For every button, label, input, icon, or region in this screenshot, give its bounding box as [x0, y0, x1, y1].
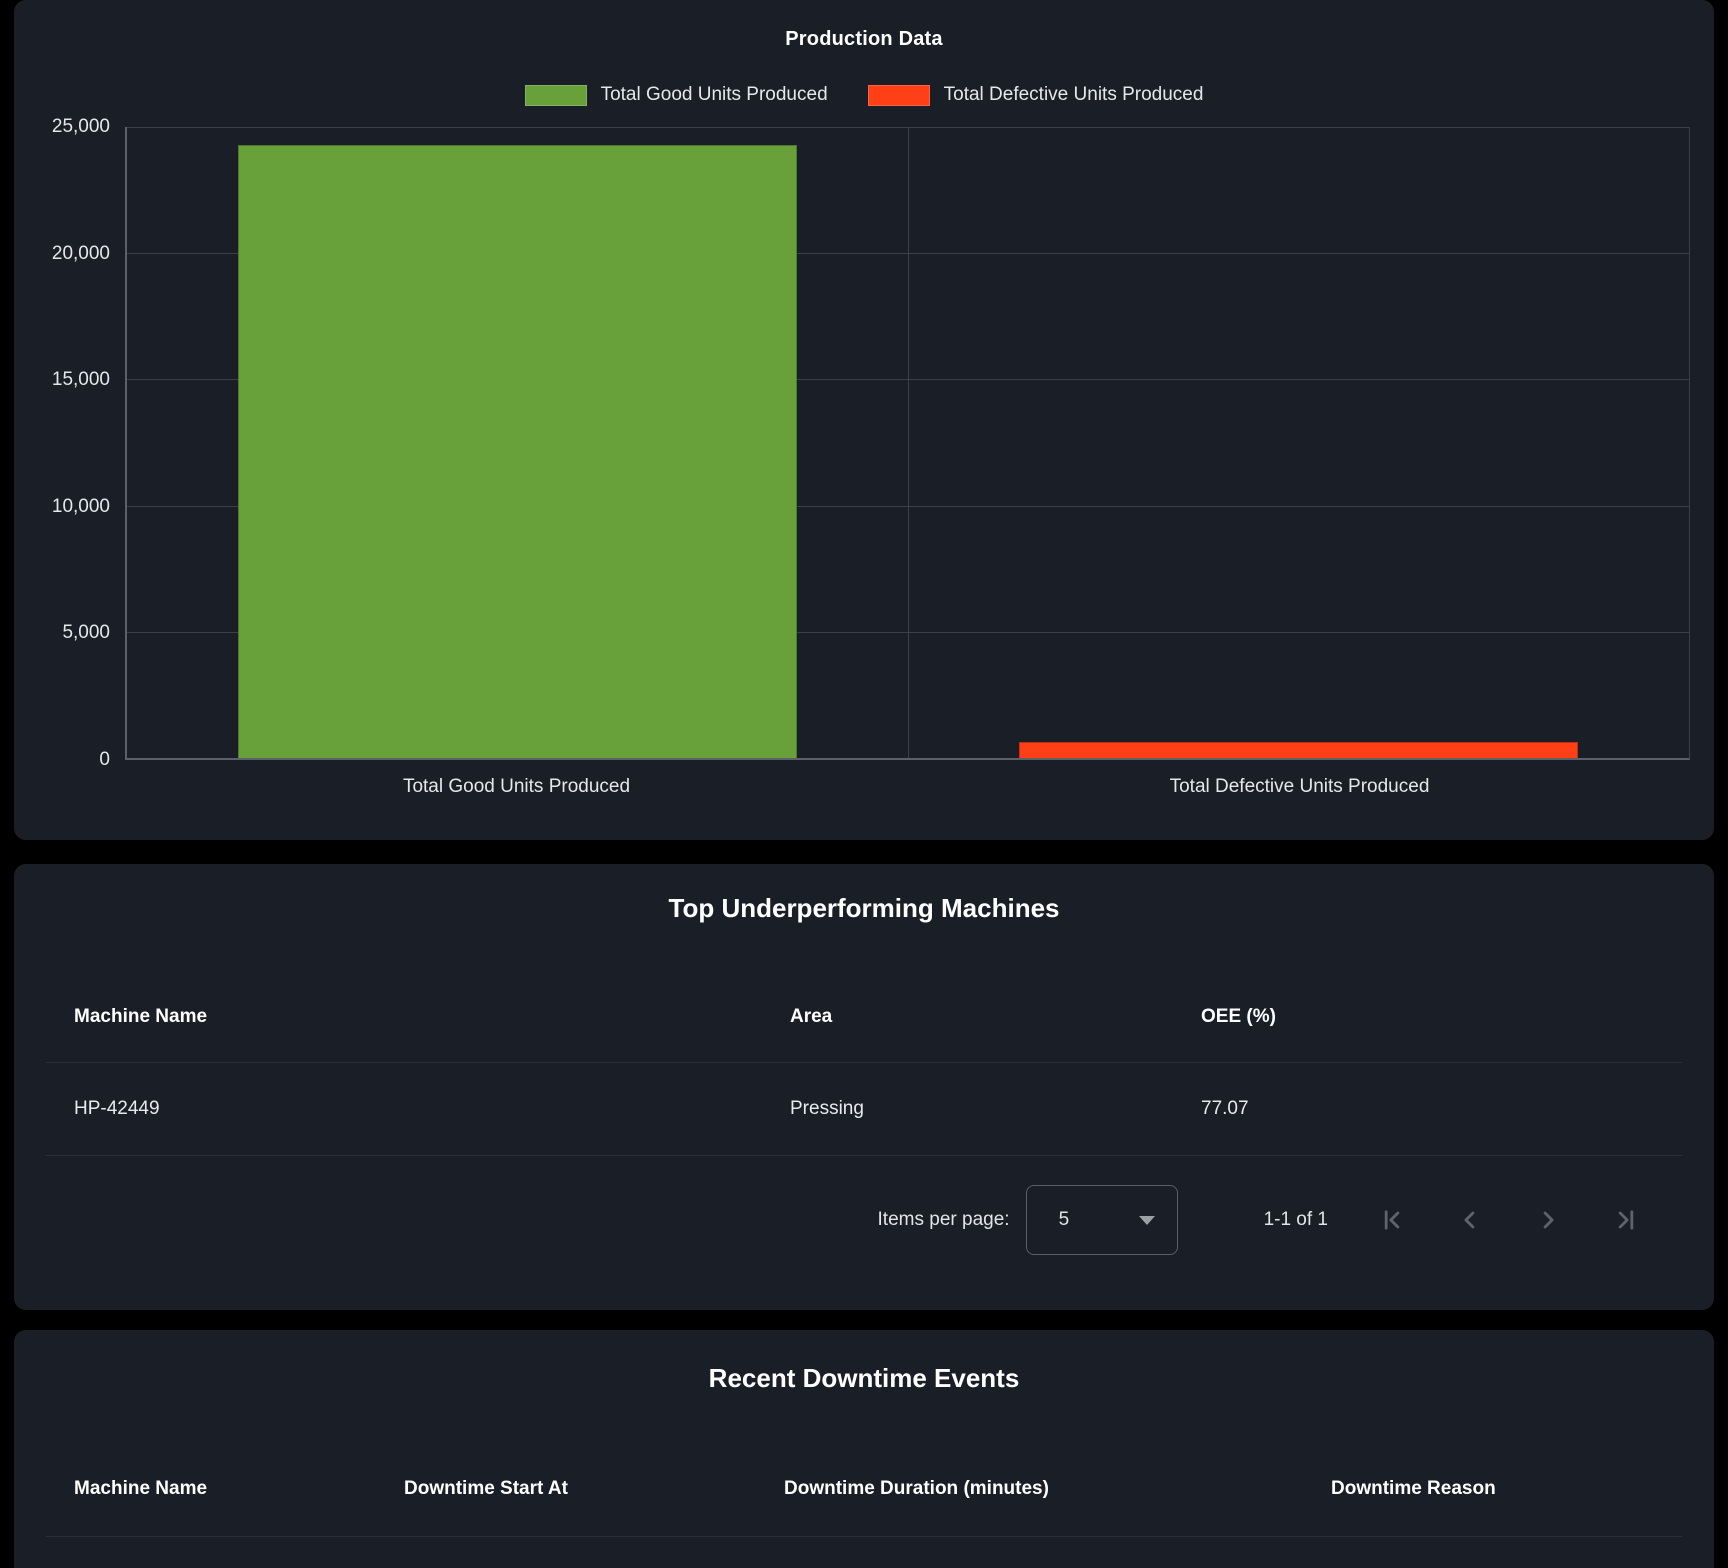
- previous-page-button[interactable]: [1446, 1196, 1494, 1244]
- legend-swatch-defective-units: [867, 84, 930, 106]
- paginator: Items per page: 5 1-1 of 1: [14, 1160, 1714, 1280]
- paginator-range-label: 1-1 of 1: [1263, 1209, 1328, 1230]
- legend-item-defective-units[interactable]: Total Defective Units Produced: [867, 84, 1204, 106]
- legend-item-good-units[interactable]: Total Good Units Produced: [524, 84, 828, 106]
- chart-plot-area: [125, 127, 1690, 760]
- column-header-downtime-reason: Downtime Reason: [1331, 1477, 1496, 1499]
- gridline: [908, 127, 909, 758]
- column-header-oee: OEE (%): [1201, 1005, 1276, 1027]
- chart-legend: Total Good Units Produced Total Defectiv…: [14, 84, 1714, 106]
- dropdown-arrow-icon: [1138, 1215, 1155, 1225]
- underperforming-header-row: Machine Name Area OEE (%): [46, 971, 1682, 1063]
- cell-area: Pressing: [790, 1098, 864, 1119]
- first-page-icon: [1384, 1210, 1400, 1230]
- column-header-area: Area: [790, 1005, 833, 1027]
- x-axis-label-defective-units: Total Defective Units Produced: [1169, 776, 1430, 797]
- legend-swatch-good-units: [524, 84, 587, 106]
- column-header-downtime-start: Downtime Start At: [404, 1477, 568, 1499]
- last-page-button[interactable]: [1602, 1196, 1650, 1244]
- column-header-machine-name: Machine Name: [74, 1005, 208, 1027]
- paginator-nav: [1368, 1196, 1650, 1244]
- legend-label-good-units: Total Good Units Produced: [600, 84, 828, 105]
- y-axis-tick: 0: [99, 749, 110, 770]
- table-row: HP-42449 Pressing 77.07: [46, 1063, 1682, 1156]
- y-axis-tick: 25,000: [51, 116, 110, 137]
- bar-good-units[interactable]: [237, 144, 798, 758]
- next-page-icon: [1543, 1211, 1554, 1229]
- underperforming-machines-card: Top Underperforming Machines Machine Nam…: [14, 864, 1714, 1310]
- underperforming-title: Top Underperforming Machines: [668, 893, 1060, 923]
- downtime-events-card: Recent Downtime Events Machine Name Down…: [14, 1330, 1714, 1568]
- bar-defective-units[interactable]: [1018, 742, 1579, 758]
- last-page-icon: [1618, 1210, 1634, 1230]
- chart-title: Production Data: [785, 28, 943, 50]
- items-per-page-label: Items per page:: [877, 1209, 1010, 1230]
- production-chart-card: Production Data Total Good Units Produce…: [14, 0, 1714, 840]
- y-axis-tick: 15,000: [51, 369, 110, 390]
- page-size-select[interactable]: 5: [1025, 1185, 1178, 1255]
- first-page-button[interactable]: [1368, 1196, 1416, 1244]
- y-axis-tick: 10,000: [51, 496, 110, 517]
- y-axis-tick: 20,000: [51, 243, 110, 264]
- column-header-machine-name: Machine Name: [74, 1477, 208, 1499]
- x-axis-label-good-units: Total Good Units Produced: [402, 776, 631, 797]
- previous-page-icon: [1464, 1211, 1475, 1229]
- legend-label-defective-units: Total Defective Units Produced: [943, 84, 1204, 105]
- downtime-header-row: Machine Name Downtime Start At Downtime …: [46, 1441, 1682, 1537]
- next-page-button[interactable]: [1524, 1196, 1572, 1244]
- downtime-title: Recent Downtime Events: [708, 1363, 1020, 1393]
- y-axis-tick: 5,000: [62, 622, 110, 643]
- page-size-value: 5: [1058, 1209, 1070, 1230]
- cell-machine-name: HP-42449: [74, 1098, 160, 1119]
- column-header-downtime-duration: Downtime Duration (minutes): [784, 1477, 1049, 1499]
- cell-oee: 77.07: [1201, 1098, 1249, 1119]
